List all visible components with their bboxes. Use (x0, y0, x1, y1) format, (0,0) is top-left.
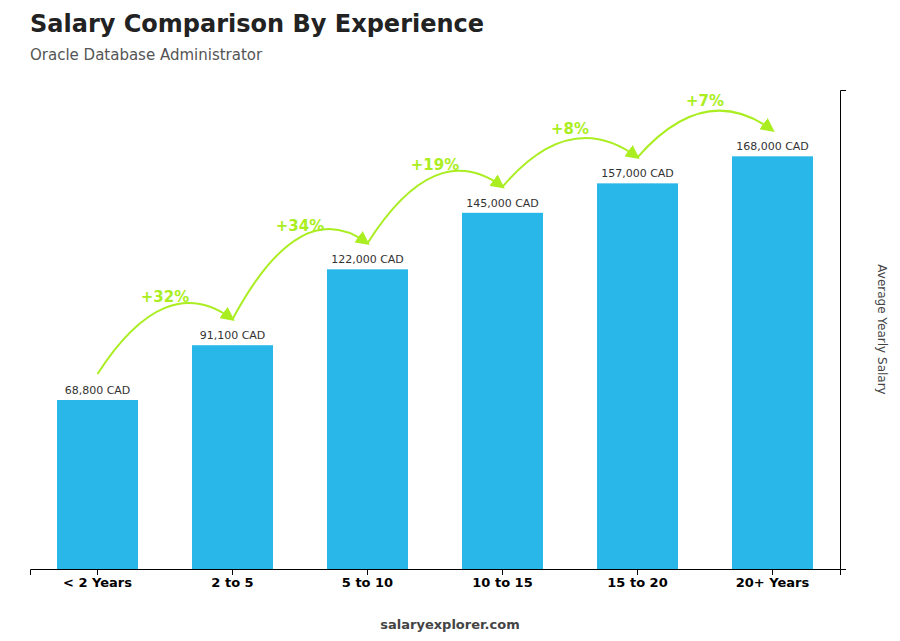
x-tick: 5 to 10 (342, 569, 393, 590)
x-tick-mark (772, 569, 773, 575)
subtitle: Oracle Database Administrator (30, 46, 263, 64)
data-label: 157,000 CAD (601, 167, 674, 180)
change-label: +7% (686, 92, 724, 110)
x-tick-label: 20+ Years (736, 575, 810, 590)
x-tick: 2 to 5 (211, 569, 253, 590)
x-axis-line (31, 570, 841, 576)
change-label: +34% (276, 217, 324, 235)
bar (597, 183, 678, 569)
data-label: 122,000 CAD (331, 253, 404, 266)
change-label: +19% (411, 156, 459, 174)
x-tick: 15 to 20 (607, 569, 667, 590)
change-arrow (503, 138, 638, 187)
x-tick: 20+ Years (736, 569, 810, 590)
change-arrow (98, 303, 233, 374)
y-axis (841, 91, 847, 570)
x-tick-label: 2 to 5 (211, 575, 253, 590)
change-arrow (233, 229, 368, 319)
x-tick-mark (637, 569, 638, 575)
bar (462, 213, 543, 569)
change-arrow (368, 171, 503, 243)
bars (57, 156, 813, 569)
bar (57, 400, 138, 569)
x-tick-mark (232, 569, 233, 575)
change-arrow (638, 111, 773, 158)
bar (192, 345, 273, 569)
title: Salary Comparison By Experience (30, 10, 484, 38)
change-label: +32% (141, 288, 189, 306)
plot: < 2 Years 2 to 5 5 to 10 10 to 15 15 to 20 20… (31, 91, 847, 591)
data-label: 68,800 CAD (65, 384, 131, 397)
data-label: 168,000 CAD (736, 140, 809, 153)
x-tick-label: 15 to 20 (607, 575, 667, 590)
y-axis-line (841, 91, 847, 570)
x-tick-label: < 2 Years (63, 575, 132, 590)
bar (732, 156, 813, 569)
change-label: +8% (551, 120, 589, 138)
data-label: 91,100 CAD (200, 329, 266, 342)
data-labels: 68,800 CAD 91,100 CAD 122,000 CAD 145,000 C… (65, 140, 809, 397)
x-tick-mark (97, 569, 98, 575)
footer: salaryexplorer.com (380, 617, 519, 632)
x-tick-mark (367, 569, 368, 575)
data-label: 145,000 CAD (466, 197, 539, 210)
y-axis-title: Average Yearly Salary (875, 264, 889, 394)
x-tick-label: 10 to 15 (472, 575, 532, 590)
x-tick: < 2 Years (63, 569, 132, 590)
x-axis: < 2 Years 2 to 5 5 to 10 10 to 15 15 to 20 20… (31, 569, 841, 590)
x-tick: 10 to 15 (472, 569, 532, 590)
annotations: +32% +34% +19% +8% +7% (98, 92, 773, 374)
x-tick-label: 5 to 10 (342, 575, 393, 590)
bar (327, 269, 408, 569)
x-tick-mark (502, 569, 503, 575)
chart: Salary Comparison By Experience Oracle Da… (0, 0, 900, 641)
